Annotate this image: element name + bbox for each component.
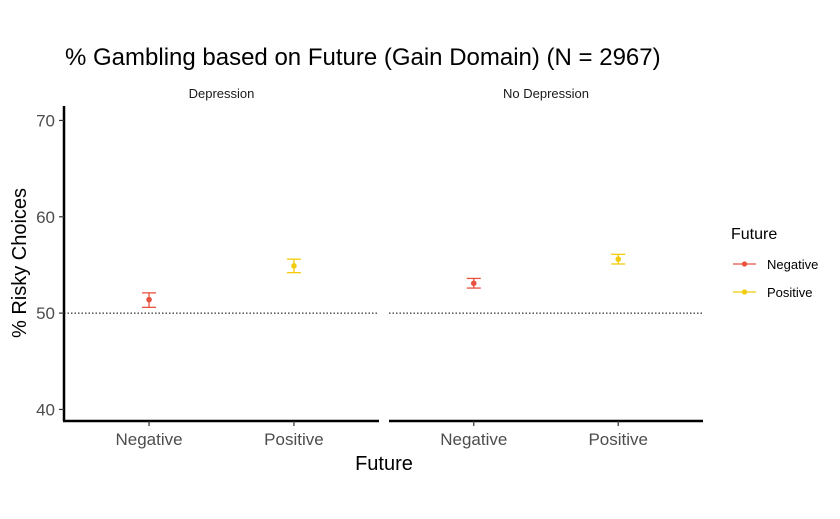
legend-label: Negative (767, 257, 818, 272)
data-point (146, 296, 152, 303)
y-tick-label: 60 (36, 208, 55, 227)
x-tick-label: Positive (264, 430, 324, 449)
x-tick-label: Negative (115, 430, 182, 449)
data-point (291, 263, 297, 269)
facet-depression: Depression Negative Positive (63, 86, 379, 449)
legend-key-point (741, 289, 748, 295)
y-tick-label: 50 (36, 304, 55, 323)
legend-label: Positive (767, 285, 813, 300)
y-tick-label: 70 (36, 111, 55, 130)
x-tick-label: Negative (440, 430, 507, 449)
facet-no-depression: No Depression Negative Positive (389, 86, 703, 449)
x-tick-label: Positive (588, 430, 648, 449)
data-point (470, 280, 477, 287)
legend-title: Future (731, 226, 777, 243)
legend: Future Negative Positive (731, 226, 818, 300)
facet-strip-label: Depression (189, 86, 255, 101)
x-axis-title: Future (355, 453, 413, 475)
facet-strip-label: No Depression (503, 86, 589, 101)
legend-key-point (741, 261, 748, 267)
chart-title: % Gambling based on Future (Gain Domain)… (65, 44, 661, 71)
y-tick-label: 40 (36, 400, 55, 419)
data-point (615, 256, 622, 262)
y-axis-title: % Risky Choices (9, 188, 31, 338)
y-axis: 40 50 60 70 (36, 106, 66, 421)
